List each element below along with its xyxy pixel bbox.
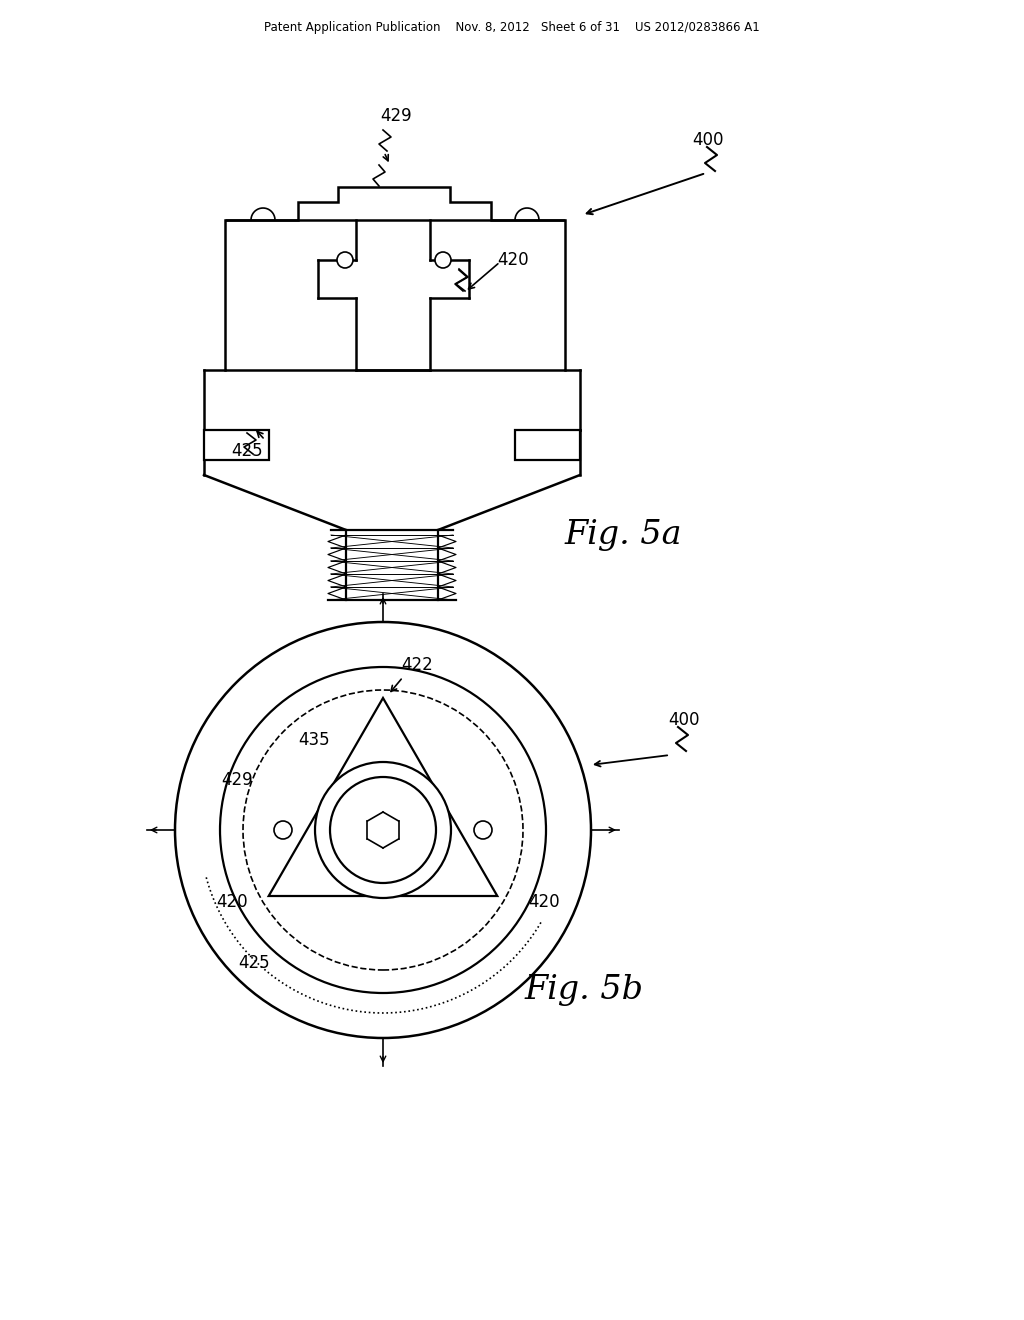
Circle shape (474, 821, 492, 840)
Text: 422: 422 (401, 656, 433, 675)
Circle shape (435, 252, 451, 268)
Circle shape (274, 821, 292, 840)
Circle shape (330, 777, 436, 883)
Text: Patent Application Publication    Nov. 8, 2012   Sheet 6 of 31    US 2012/028386: Patent Application Publication Nov. 8, 2… (264, 21, 760, 33)
Text: 429: 429 (221, 771, 253, 789)
Text: 400: 400 (692, 131, 724, 149)
Text: 425: 425 (231, 442, 263, 459)
Circle shape (220, 667, 546, 993)
Circle shape (315, 762, 451, 898)
Text: Fig. 5a: Fig. 5a (565, 519, 683, 550)
Circle shape (337, 252, 353, 268)
Text: Fig. 5b: Fig. 5b (525, 974, 644, 1006)
Text: 400: 400 (668, 711, 699, 729)
Polygon shape (204, 430, 269, 459)
Text: 429: 429 (380, 107, 412, 125)
Text: 420: 420 (216, 894, 248, 911)
Text: 425: 425 (238, 954, 269, 972)
Text: 420: 420 (528, 894, 560, 911)
Polygon shape (225, 220, 565, 370)
Text: 420: 420 (497, 251, 528, 269)
Polygon shape (515, 430, 580, 459)
Circle shape (175, 622, 591, 1038)
Text: 435: 435 (298, 731, 330, 748)
